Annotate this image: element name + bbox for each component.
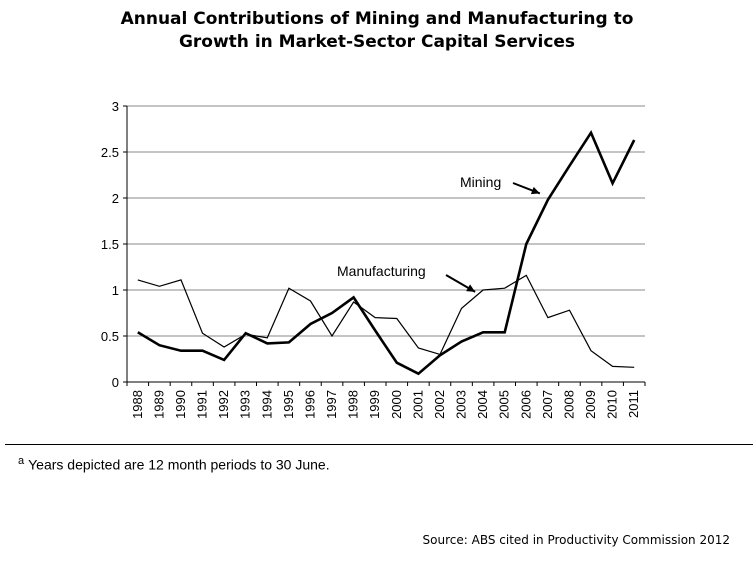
- y-tick-labels: 0 0.5 1 1.5 2 2.5 3: [101, 99, 119, 390]
- x-tick-label: 2001: [410, 390, 425, 419]
- mining-annotation-arrowhead: [530, 186, 540, 195]
- x-tick-label: 2004: [475, 390, 490, 419]
- x-tick-label: 2007: [540, 390, 555, 419]
- x-tick-label: 2008: [561, 390, 576, 419]
- x-tick-label: 1991: [195, 390, 210, 419]
- x-tick-label: 1990: [173, 390, 188, 419]
- x-tick-label: 2000: [389, 390, 404, 419]
- x-tick-label: 1992: [216, 390, 231, 419]
- x-tick-labels: 1988 1989 1990 1991 1992 1993 1994 1995 1996 1997…: [130, 390, 641, 419]
- manufacturing-annotation-arrowhead: [466, 284, 476, 292]
- x-tick-label: 1998: [346, 390, 361, 419]
- x-tick-label: 1993: [238, 390, 253, 419]
- mining-line: [137, 129, 636, 376]
- manufacturing-annotation-label: Manufacturing: [337, 263, 426, 279]
- annotations: Mining Manufacturing: [337, 174, 541, 293]
- x-tick-label: 1999: [367, 390, 382, 419]
- y-tick-label: 1.5: [101, 237, 119, 252]
- y-tick-label: 0: [112, 375, 119, 390]
- x-tick-label: 2009: [583, 390, 598, 419]
- y-tick-label: 2.5: [101, 145, 119, 160]
- x-tick-label: 2005: [497, 390, 512, 419]
- footnote: a Years depicted are 12 month periods to …: [18, 455, 330, 473]
- x-tick-label: 1996: [302, 390, 317, 419]
- y-tick-label: 0.5: [101, 329, 119, 344]
- x-tick-label: 2011: [626, 390, 641, 418]
- y-tick-label: 2: [112, 191, 119, 206]
- x-tick-label: 2003: [454, 390, 469, 419]
- footnote-text: Years depicted are 12 month periods to 3…: [28, 456, 330, 473]
- mining-annotation-label: Mining: [460, 174, 501, 190]
- x-tick-label: 1989: [151, 390, 166, 419]
- source-note: Source: ABS cited in Productivity Commis…: [422, 533, 730, 547]
- x-tick-label: 2002: [432, 390, 447, 419]
- series-lines: [137, 129, 636, 376]
- x-tick-label: 1988: [130, 390, 145, 419]
- x-tick-label: 2010: [605, 390, 620, 419]
- chart-title-line-2: Growth in Market-Sector Capital Services: [178, 32, 576, 52]
- line-chart: 00.511.522.53 1988 1989 1990 1991 1992 1993 19…: [101, 99, 646, 419]
- x-tick-label: 1994: [259, 390, 274, 419]
- y-tick-label: 1: [112, 283, 119, 298]
- footnote-divider: [5, 444, 753, 445]
- x-tick-label: 1997: [324, 390, 339, 419]
- grid-lines: [127, 105, 645, 337]
- footnote-marker: a: [18, 455, 25, 467]
- y-tick-label: 3: [112, 99, 119, 114]
- axes: [123, 105, 646, 386]
- x-tick-label: 1995: [281, 390, 296, 419]
- x-tick-label: 2006: [518, 390, 533, 419]
- manufacturing-line: [137, 274, 635, 368]
- chart-title-line-1: Annual Contributions of Mining and Manuf…: [120, 9, 634, 29]
- chart-title: Annual Contributions of Mining and Manuf…: [0, 8, 754, 54]
